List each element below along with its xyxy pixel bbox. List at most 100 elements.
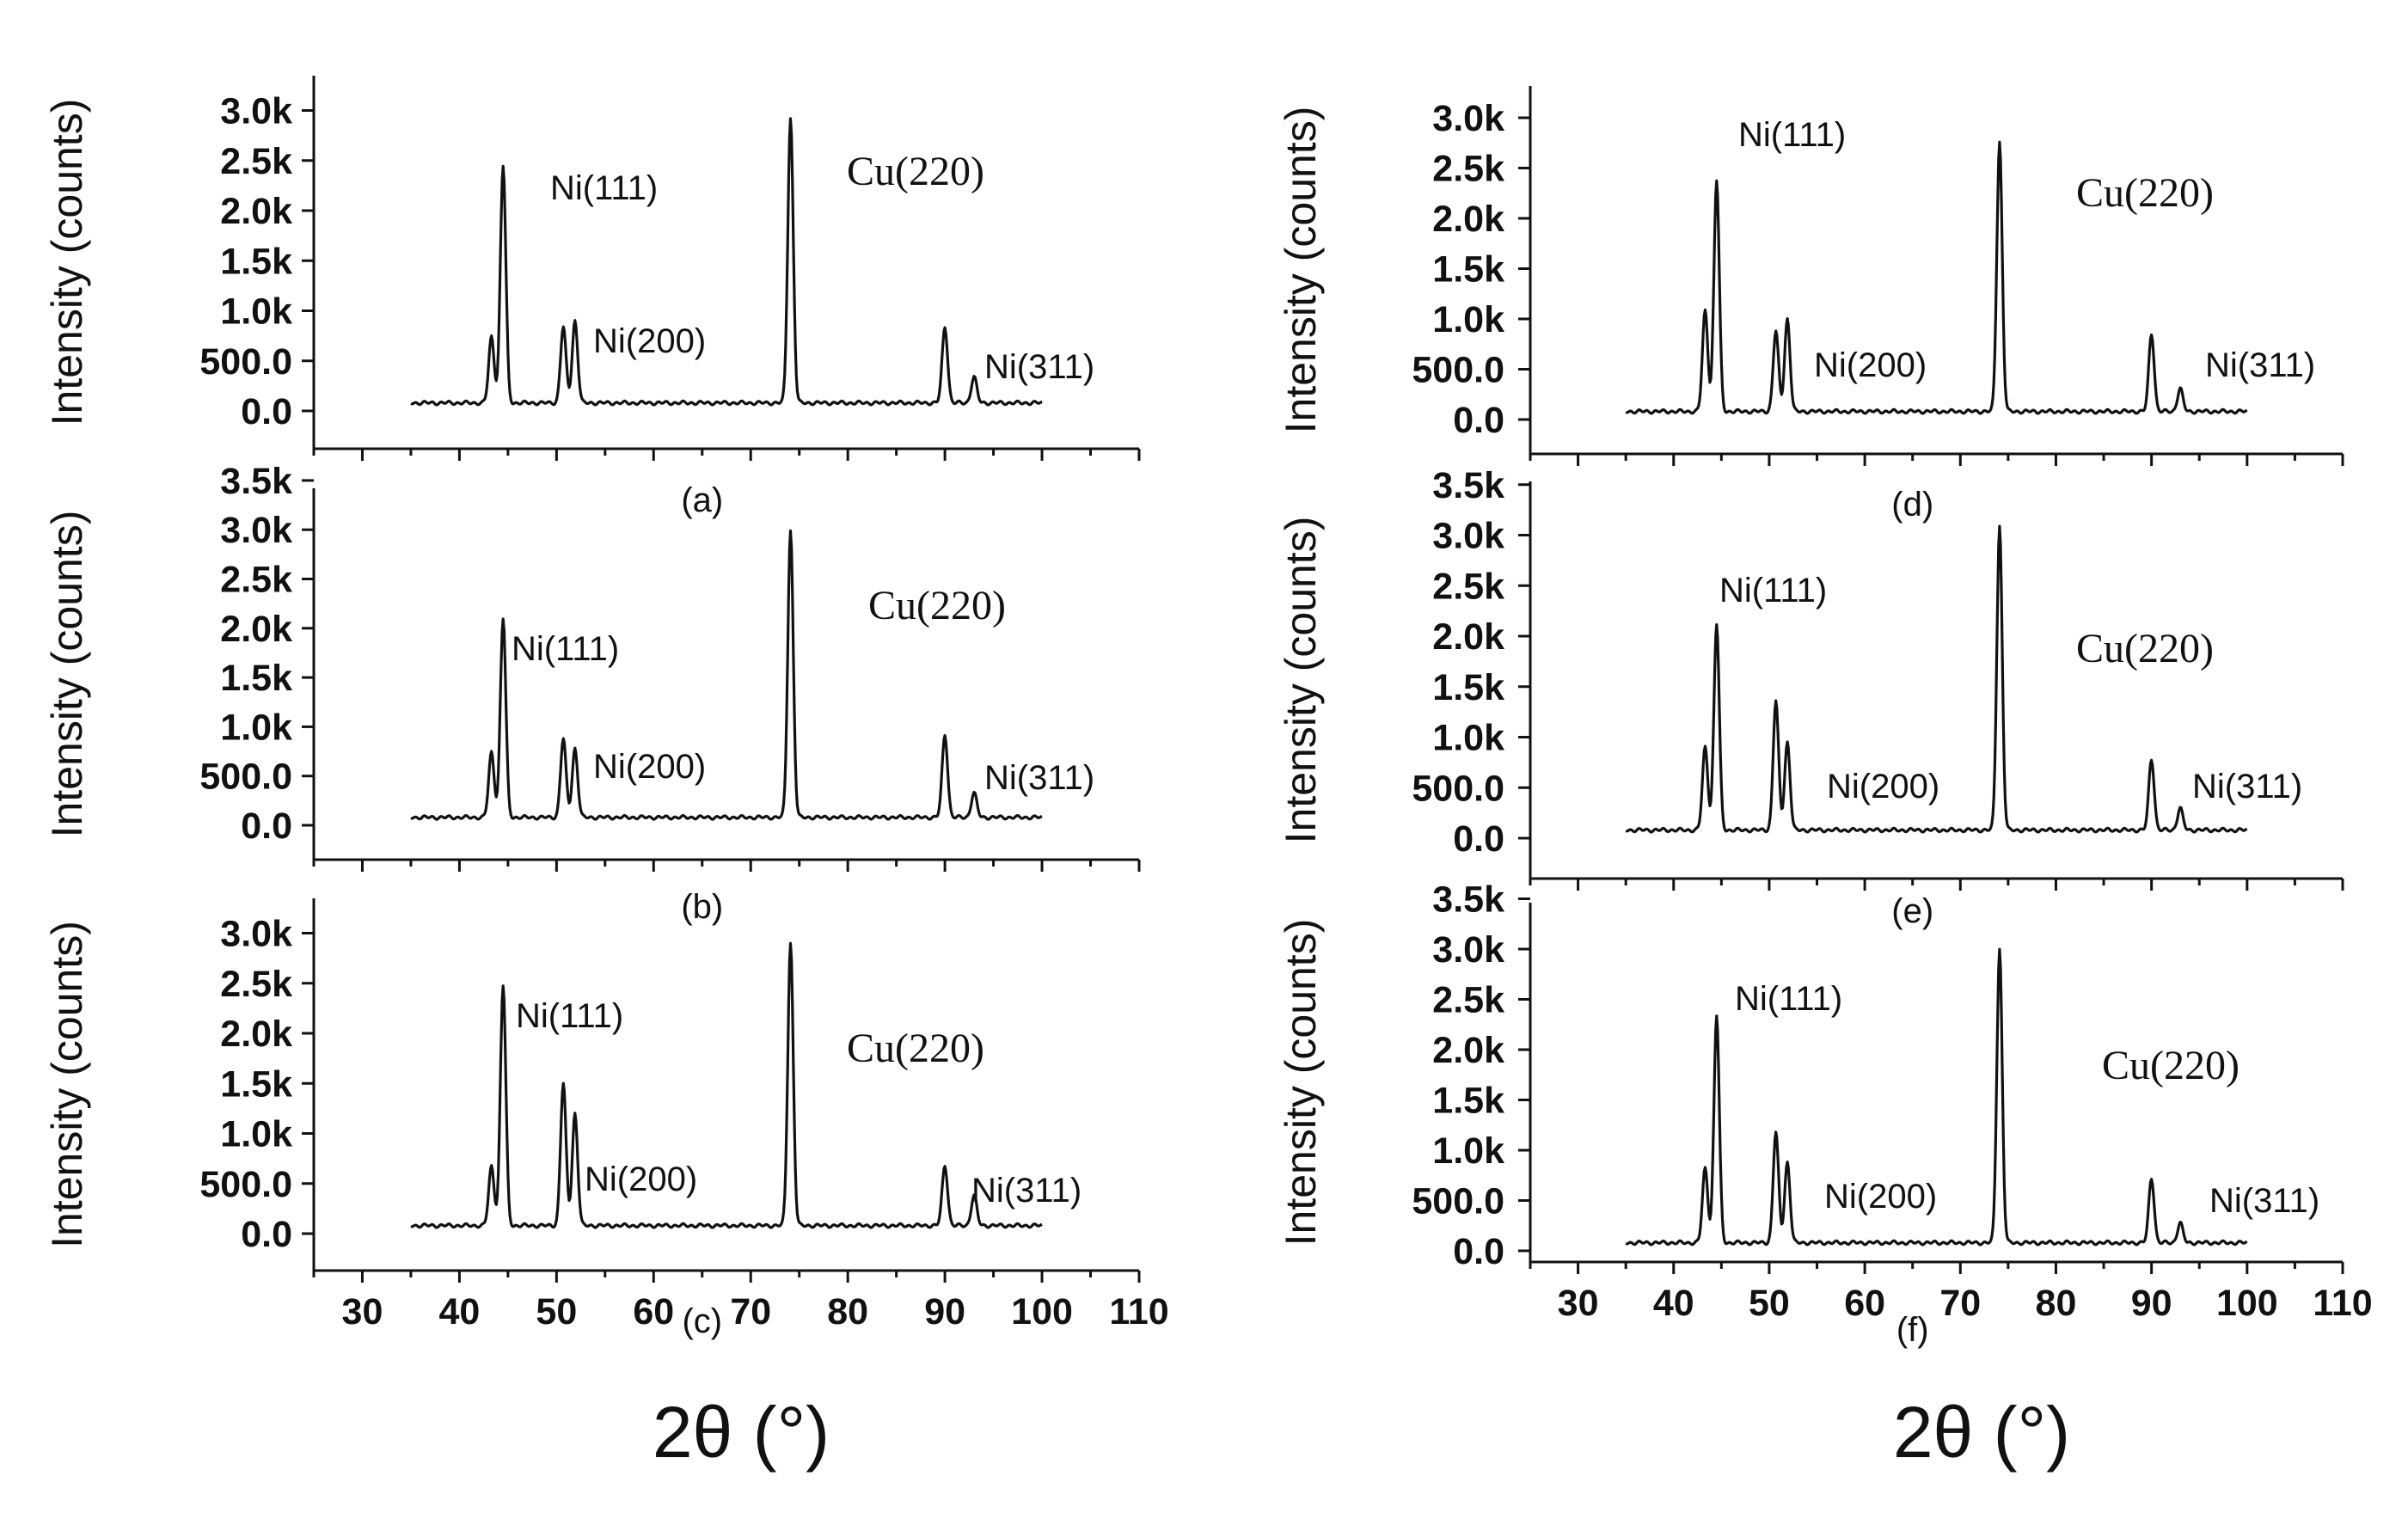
y-tick-label: 1.5k [220,241,292,282]
y-tick-label: 0.0 [1453,400,1504,441]
x-tick-label: 110 [1109,1291,1168,1332]
annotation-ni200: Ni(200) [585,1161,697,1198]
x-tick-label: 70 [730,1291,771,1332]
annotation-ni111: Ni(111) [516,997,623,1035]
y-axis-title: Intensity (counts) [43,511,91,838]
x-tick-label: 80 [2036,1283,2077,1324]
y-tick-label: 2.0k [220,191,292,232]
panel-label: (e) [1891,892,1933,930]
x-tick-label: 90 [2131,1283,2172,1324]
y-tick-label: 1.5k [1432,249,1504,291]
x-tick-label: 60 [1844,1283,1885,1324]
x-axis-title-left: 2θ (°) [653,1392,830,1473]
y-tick-label: 2.0k [1432,1030,1504,1071]
y-tick-label: 1.0k [220,1114,292,1155]
annotation-ni200: Ni(200) [1824,1178,1937,1216]
chart-panel-f: 0.0 500.0 1.0k 1.5k 2.0k 2.5k 3.0k 3.5k 30 40 50 60… [1277,879,2373,1350]
annotation-ni200: Ni(200) [593,322,706,360]
y-tick-label: 3.5k [1432,879,1504,921]
y-tick-label: 1.0k [220,707,292,748]
panel-label: (f) [1896,1311,1929,1349]
y-tick-label: 3.0k [1432,929,1504,971]
x-tick-label: 60 [633,1291,674,1332]
annotation-cu220: Cu(220) [2076,170,2214,216]
chart-panel-d: 0.0 500.0 1.0k 1.5k 2.0k 2.5k 3.0k Intensity (c… [1277,86,2344,524]
xrd-trace [410,529,1043,821]
annotation-cu220: Cu(220) [847,1026,984,1071]
panel-label: (a) [681,481,723,519]
chart-panel-a: 0.0 500.0 1.0k 1.5k 2.0k 2.5k 3.0k Intensity (c… [43,76,1141,519]
x-tick-label: 50 [1749,1283,1790,1324]
annotation-ni311: Ni(311) [2209,1182,2319,1220]
y-tick-label: 0.0 [241,806,292,847]
x-tick-label: 30 [342,1291,383,1332]
y-tick-label: 500.0 [1412,1181,1504,1222]
x-tick-label: 30 [1558,1283,1599,1324]
y-tick-label: 0.0 [1453,1231,1504,1272]
x-tick-label: 40 [1653,1283,1694,1324]
y-tick-label: 1.0k [220,291,292,333]
y-tick-label: 3.5k [1432,465,1504,506]
y-axis-title: Intensity (counts) [1277,919,1325,1247]
annotation-ni200: Ni(200) [1827,768,1939,806]
annotation-ni311: Ni(311) [984,759,1094,797]
annotation-ni311: Ni(311) [971,1172,1081,1210]
annotation-ni111: Ni(111) [512,630,619,668]
xrd-trace [1625,140,2248,415]
y-tick-label: 1.0k [1432,299,1504,340]
x-tick-label: 90 [924,1291,965,1332]
x-tick-label: 70 [1939,1283,1981,1324]
xrd-trace [1625,524,2248,834]
y-tick-label: 3.0k [220,91,292,132]
y-tick-label: 0.0 [1453,818,1504,860]
y-tick-label: 3.0k [220,914,292,955]
y-tick-label: 500.0 [1412,768,1504,809]
y-tick-label: 2.5k [1432,566,1504,607]
annotation-ni111: Ni(111) [1738,116,1846,154]
y-tick-label: 2.5k [220,141,292,182]
y-tick-label: 1.0k [1432,718,1504,759]
y-tick-label: 0.0 [241,391,292,432]
annotation-ni111: Ni(111) [1735,980,1842,1018]
y-tick-label: 0.0 [241,1214,292,1255]
y-tick-label: 1.0k [1432,1130,1504,1172]
xrd-trace [410,941,1043,1229]
y-axis-title: Intensity (counts) [43,921,91,1248]
panel-label: (d) [1891,486,1933,524]
y-tick-label: 2.5k [220,964,292,1005]
y-tick-label: 3.0k [1432,98,1504,139]
x-tick-label: 80 [827,1291,868,1332]
chart-panel-e: 0.0 500.0 1.0k 1.5k 2.0k 2.5k 3.0k 3.5k Intensit… [1277,465,2344,930]
y-tick-label: 500.0 [199,756,292,798]
y-tick-label: 2.0k [1432,616,1504,658]
y-tick-label: 1.5k [1432,1081,1504,1122]
y-tick-label: 1.5k [1432,667,1504,708]
y-tick-label: 500.0 [199,341,292,383]
chart-panel-b: 0.0 500.0 1.0k 1.5k 2.0k 2.5k 3.0k 3.5k Intensit… [43,461,1141,926]
y-tick-label: 2.5k [220,560,292,601]
y-tick-label: 500.0 [199,1164,292,1205]
x-axis-title-right: 2θ (°) [1893,1392,2070,1473]
y-tick-label: 3.5k [220,461,292,502]
panel-label: (c) [682,1302,722,1340]
annotation-ni311: Ni(311) [984,348,1094,386]
xrd-trace [410,117,1043,407]
y-tick-label: 1.5k [220,1063,292,1105]
y-axis-title: Intensity (counts) [43,99,91,426]
y-tick-label: 2.0k [1432,199,1504,240]
annotation-cu220: Cu(220) [847,149,984,194]
x-tick-label: 100 [2216,1283,2278,1324]
x-tick-label: 110 [2313,1283,2372,1324]
y-axis-title: Intensity (counts) [1277,517,1325,844]
annotation-ni311: Ni(311) [2192,768,2302,806]
annotation-cu220: Cu(220) [2102,1043,2240,1088]
annotation-ni311: Ni(311) [2205,346,2315,384]
x-tick-label: 40 [438,1291,480,1332]
annotation-cu220: Cu(220) [2076,626,2214,671]
y-tick-label: 2.0k [220,609,292,650]
y-tick-label: 3.0k [220,510,292,551]
x-tick-label: 100 [1011,1291,1073,1332]
y-tick-label: 3.0k [1432,516,1504,557]
chart-panel-c: 0.0 500.0 1.0k 1.5k 2.0k 2.5k 3.0k 30 40 50 60 70 80… [43,898,1169,1340]
